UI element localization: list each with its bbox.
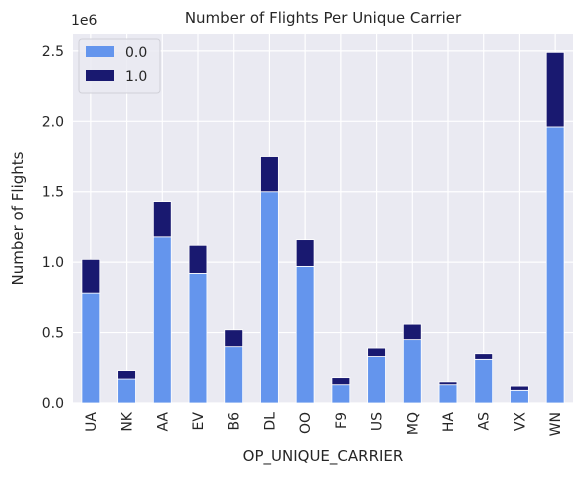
bar-HA-series-0: [438, 384, 458, 404]
x-tick-label: F9: [334, 412, 350, 429]
y-tick-label: 0.5: [42, 326, 64, 342]
y-tick-label: 1.5: [42, 185, 64, 201]
x-tick-label: NK: [120, 411, 136, 431]
bar-F9-series-1: [331, 377, 351, 386]
bar-WN-series-1: [545, 51, 565, 128]
x-axis-label: OP_UNIQUE_CARRIER: [243, 447, 404, 466]
legend-swatch-series-1: [86, 70, 114, 81]
bars: [81, 51, 565, 404]
x-tick-label: VX: [512, 412, 528, 432]
bar-EV-series-1: [188, 244, 208, 274]
bar-WN-series-0: [545, 126, 565, 404]
bar-VX-series-0: [510, 389, 529, 404]
x-tick-label: DL: [262, 412, 278, 431]
legend: 0.0 1.0: [78, 38, 161, 94]
y-axis-label: Number of Flights: [9, 151, 27, 285]
x-tick-label: AS: [477, 412, 493, 431]
bar-US-series-1: [367, 347, 386, 357]
x-tick-label: EV: [191, 412, 207, 431]
x-tick-label: AA: [155, 412, 171, 432]
bar-OO-series-0: [295, 265, 315, 404]
y-tick-label: 1.0: [42, 255, 64, 271]
bar-OO-series-1: [295, 239, 315, 267]
bar-AS-series-1: [474, 353, 494, 360]
y-tick-labels: 0.0 0.5 1.0 1.5 2.0 2.5: [42, 44, 64, 412]
x-tick-label: B6: [227, 412, 243, 431]
legend-label-series-1: 1.0: [125, 69, 147, 85]
bar-DL-series-0: [260, 191, 279, 404]
y-tick-label: 2.5: [42, 44, 64, 60]
legend-label-series-0: 0.0: [125, 45, 147, 61]
legend-swatch-series-0: [86, 46, 114, 57]
bar-UA-series-1: [81, 258, 101, 294]
bar-AA-series-0: [152, 236, 172, 404]
bar-HA-series-1: [438, 381, 458, 386]
bar-NK-series-1: [117, 370, 136, 380]
x-tick-label: US: [370, 412, 386, 431]
bar-AS-series-0: [474, 358, 494, 404]
bar-NK-series-0: [117, 378, 136, 404]
x-tick-label: HA: [441, 412, 457, 433]
bar-AA-series-1: [152, 201, 172, 238]
bar-DL-series-1: [260, 156, 279, 193]
x-tick-labels: UA NK AA EV B6 DL OO F9 US MQ HA AS VX WN: [84, 411, 564, 436]
bar-UA-series-0: [81, 292, 101, 404]
y-offset-label: 1e6: [71, 13, 98, 29]
bar-MQ-series-1: [402, 323, 422, 341]
bar-B6-series-0: [224, 346, 244, 404]
x-tick-label: UA: [84, 412, 100, 432]
y-tick-label: 0.0: [42, 396, 64, 412]
chart-title: Number of Flights Per Unique Carrier: [185, 9, 462, 27]
x-tick-label: OO: [298, 412, 314, 434]
x-tick-label: MQ: [405, 412, 421, 435]
bar-B6-series-1: [224, 329, 244, 348]
bar-F9-series-0: [331, 384, 351, 404]
x-tick-label: WN: [548, 412, 564, 436]
y-tick-label: 2.0: [42, 114, 64, 130]
bar-EV-series-0: [188, 273, 208, 404]
bar-US-series-0: [367, 356, 386, 404]
bar-VX-series-1: [510, 385, 529, 391]
bar-MQ-series-0: [402, 339, 422, 404]
